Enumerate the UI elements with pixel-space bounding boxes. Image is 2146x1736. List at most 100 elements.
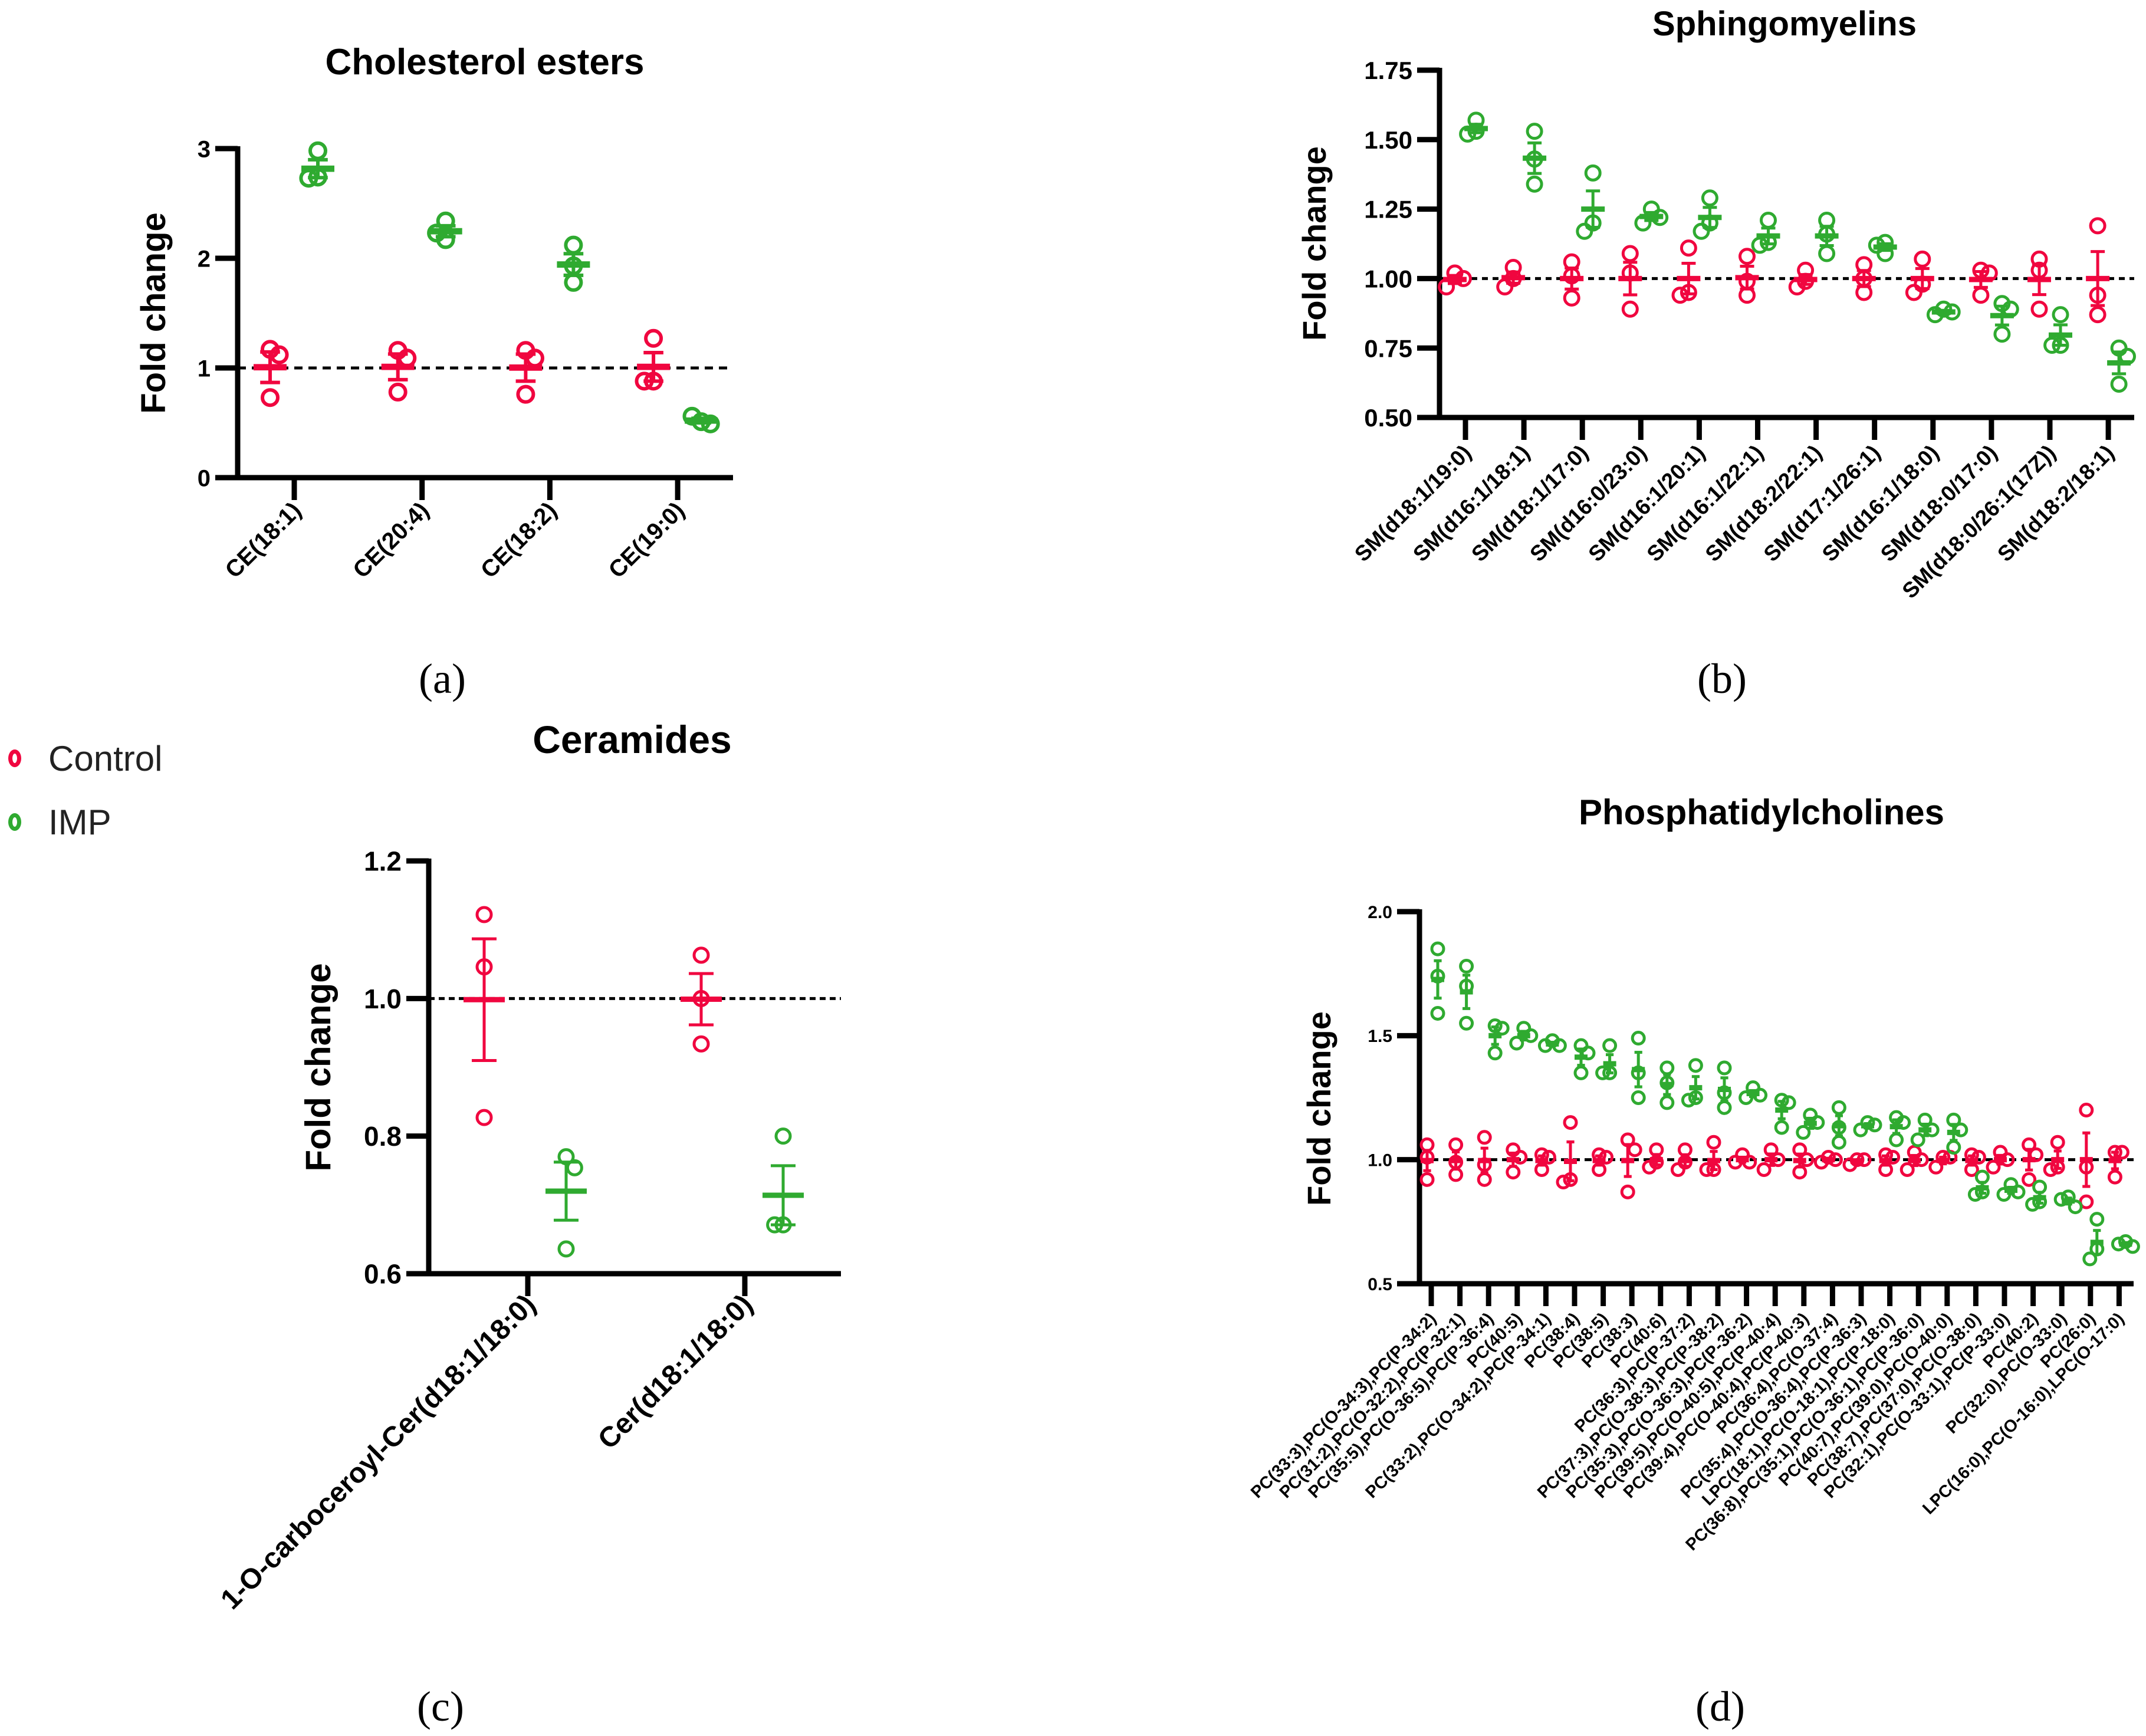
imp-data-point	[1774, 1093, 1789, 1108]
control-data-point	[516, 384, 535, 404]
control-data-point	[1797, 261, 1815, 279]
imp-data-point	[2010, 1184, 2026, 1199]
control-data-point	[1935, 1149, 1951, 1165]
imp-data-point	[299, 169, 318, 188]
x-tick-label: 1-O-carboceroyl-Cer(d18:1/18:0)	[215, 1288, 541, 1615]
imp-data-point	[1831, 1135, 1846, 1150]
imp-data-point	[1924, 1122, 1940, 1137]
control-data-point	[1972, 287, 1990, 304]
imp-data-point	[774, 1216, 792, 1234]
imp-data-point	[1967, 1187, 1983, 1202]
control-data-point	[2050, 1135, 2065, 1150]
y-tick-label: 1	[198, 356, 211, 382]
control-data-point	[2030, 261, 2048, 279]
control-data-point	[1477, 1130, 1492, 1145]
control-data-point	[2000, 1152, 2015, 1168]
control-data-point	[1504, 259, 1522, 277]
control-data-point	[2030, 300, 2048, 318]
imp-data-point	[1467, 111, 1485, 129]
control-data-point	[1971, 1149, 1986, 1165]
imp-data-point	[1717, 1100, 1732, 1115]
control-data-point	[2043, 1162, 2058, 1177]
imp-data-point	[1818, 245, 1836, 262]
control-data-point	[1878, 1147, 1894, 1162]
imp-data-point	[1974, 1184, 1990, 1199]
imp-data-point	[1523, 1028, 1539, 1043]
imp-data-point	[1853, 1122, 1868, 1137]
imp-data-point	[1953, 1122, 1968, 1137]
legend-item-control: Control	[8, 726, 162, 790]
legend-label: IMP	[48, 802, 111, 842]
imp-data-point	[682, 406, 702, 426]
panel-label: (b)	[1697, 655, 1747, 702]
control-data-point	[1642, 1159, 1657, 1175]
imp-data-point	[1760, 234, 1777, 251]
imp-data-point	[2032, 1194, 2048, 1209]
control-data-point	[270, 345, 289, 364]
y-tick-label: 0	[198, 465, 211, 491]
y-tick-label: 2	[198, 246, 211, 272]
imp-data-point	[2002, 300, 2019, 318]
imp-data-point	[1760, 211, 1777, 229]
imp-data-point	[1659, 1075, 1675, 1090]
control-data-point	[1905, 284, 1922, 301]
x-tick-label: CE(18:1)	[221, 497, 307, 583]
chart-panel-1: Sphingomyelins Fold change 0.50 0.75 1.00 1.2…	[1296, 5, 2136, 702]
x-tick-label: PC(31:2),PC(O-32:2),PC(P-32:1)	[1276, 1309, 1469, 1502]
imp-data-point	[1688, 1090, 1703, 1105]
control-data-point	[1563, 1172, 1578, 1187]
control-data-point	[692, 946, 710, 964]
control-data-point	[2107, 1169, 2122, 1185]
imp-data-point	[1634, 214, 1652, 232]
imp-data-point	[1467, 123, 1485, 140]
control-data-point	[1670, 1162, 1685, 1177]
control-data-point	[1964, 1162, 1979, 1177]
imp-data-point	[1717, 1060, 1732, 1076]
control-data-point	[1563, 289, 1580, 307]
chart-title: Sphingomyelins	[1652, 5, 1917, 43]
control-data-point	[1621, 245, 1639, 262]
control-data-point	[1419, 1149, 1435, 1165]
control-data-point	[2022, 1137, 2037, 1152]
y-tick-label: 2.0	[1368, 903, 1392, 922]
control-data-point	[2029, 1147, 2044, 1162]
control-data-point	[1534, 1162, 1549, 1177]
chart-title: Ceramides	[533, 718, 732, 761]
y-axis-label: Fold change	[298, 963, 338, 1171]
imp-data-point	[1659, 1095, 1675, 1110]
imp-data-point	[774, 1127, 792, 1145]
imp-data-point	[308, 141, 327, 160]
imp-data-point	[766, 1216, 784, 1234]
imp-data-point	[1876, 234, 1894, 251]
control-data-point	[1671, 287, 1689, 304]
control-data-point	[635, 371, 654, 391]
control-data-point	[1842, 1157, 1858, 1172]
control-data-point	[1964, 1147, 1979, 1162]
imp-data-point	[2111, 1237, 2126, 1252]
y-tick-label: 0.75	[1364, 334, 1412, 362]
imp-data-point	[1552, 1038, 1567, 1053]
imp-data-point	[1459, 959, 1474, 974]
imp-data-point	[692, 412, 711, 432]
imp-data-point	[2119, 347, 2136, 365]
panel-label: (c)	[417, 1683, 464, 1730]
control-data-point	[1788, 278, 1806, 296]
control-data-point	[644, 328, 663, 348]
imp-data-point	[1910, 1132, 1925, 1148]
control-data-point	[1706, 1162, 1721, 1177]
imp-data-point	[1781, 1095, 1796, 1110]
imp-data-point	[1926, 306, 1944, 324]
imp-data-point	[1717, 1085, 1732, 1100]
control-data-point	[1621, 300, 1639, 318]
control-data-point	[1885, 1149, 1901, 1165]
imp-data-point	[1993, 326, 2011, 343]
imp-data-point	[1753, 1087, 1768, 1103]
legend-label: Control	[48, 738, 163, 778]
imp-data-point	[1701, 189, 1718, 207]
imp-data-point	[2089, 1212, 2105, 1227]
control-data-point	[1627, 1142, 1642, 1158]
control-data-point	[1828, 1152, 1843, 1168]
imp-data-point	[1751, 236, 1769, 254]
y-tick-label: 0.5	[1368, 1275, 1392, 1294]
control-data-point	[1699, 1162, 1714, 1177]
